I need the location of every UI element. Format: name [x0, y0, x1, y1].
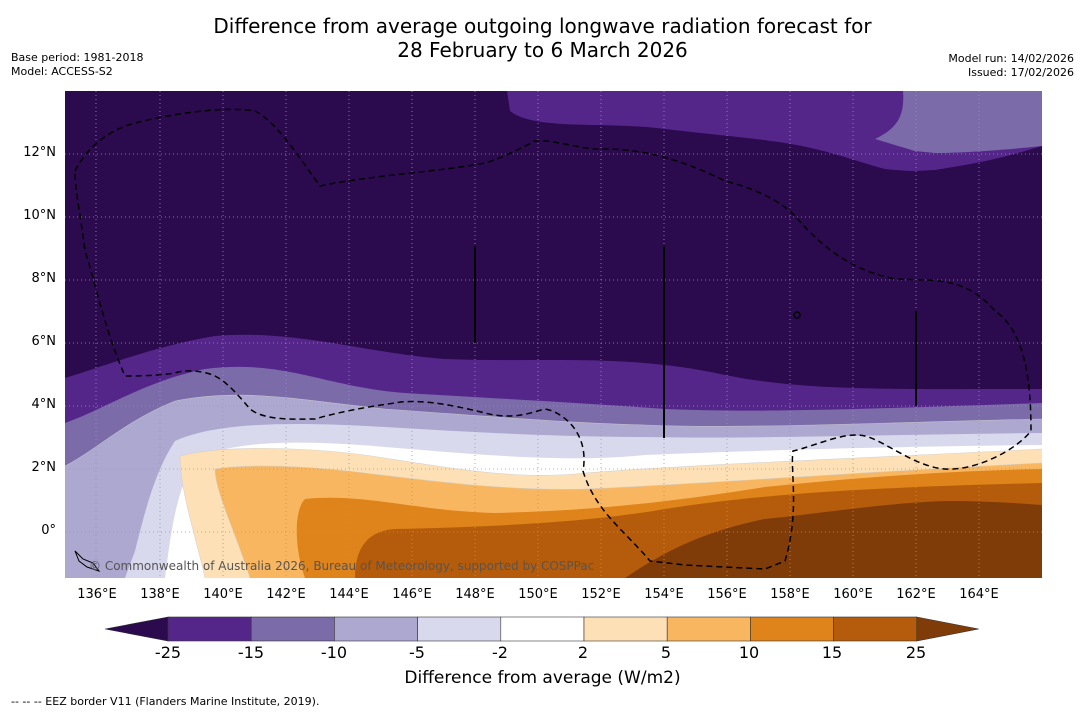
- lat-label-12n: 12°N: [23, 145, 56, 160]
- lat-label-6n: 6°N: [31, 334, 57, 349]
- lon-label-158e: 158°E: [770, 587, 810, 602]
- colorbar-arrow-max: [916, 616, 979, 642]
- colorbar-segment: [250, 616, 335, 642]
- lon-label-148e: 148°E: [455, 587, 495, 602]
- lat-label-4n: 4°N: [31, 397, 57, 412]
- lon-label-146e: 146°E: [392, 587, 432, 602]
- lon-label-138e: 138°E: [140, 587, 180, 602]
- colorbar-tick-minus25: -25: [154, 643, 182, 662]
- lat-label-8n: 8°N: [31, 271, 57, 286]
- band-minus15-to-minus10-north: [875, 91, 1042, 153]
- eez-footnote: -- -- -- EEZ border V11 (Flanders Marine…: [11, 695, 320, 708]
- issued-label: Issued: 17/02/2026: [967, 66, 1074, 79]
- colorbar-segment: [583, 616, 668, 642]
- title-line-1: Difference from average outgoing longwav…: [213, 14, 872, 38]
- colorbar-tick-15: 15: [821, 643, 843, 662]
- title-line-2: 28 February to 6 March 2026: [397, 38, 688, 62]
- colorbar-tick-5: 5: [660, 643, 672, 662]
- colorbar-tick-minus15: -15: [237, 643, 265, 662]
- copyright-notice: © Commonwealth of Australia 2026, Bureau…: [89, 559, 594, 573]
- model-label: Model: ACCESS-S2: [11, 65, 113, 78]
- model-run-label: Model run: 14/02/2026: [948, 52, 1074, 65]
- olr-anomaly-map: © Commonwealth of Australia 2026, Bureau…: [65, 91, 1042, 578]
- colorbar-segment: [417, 616, 502, 642]
- colorbar-title: Difference from average (W/m2): [404, 668, 681, 688]
- chart-title: Difference from average outgoing longwav…: [0, 14, 1085, 62]
- lon-label-152e: 152°E: [581, 587, 621, 602]
- base-period-label: Base period: 1981-2018: [11, 51, 144, 64]
- island-markers: [74, 246, 917, 572]
- colorbar-tick-2: 2: [577, 643, 589, 662]
- colorbar-segment: [167, 616, 252, 642]
- lat-label-0: 0°: [41, 523, 56, 538]
- lon-label-142e: 142°E: [266, 587, 306, 602]
- lon-label-162e: 162°E: [896, 587, 936, 602]
- lat-label-10n: 10°N: [23, 208, 56, 223]
- colorbar-segment: [666, 616, 751, 642]
- lon-label-136e: 136°E: [77, 587, 117, 602]
- colorbar-tick-minus5: -5: [409, 643, 425, 662]
- band-above-25: [625, 501, 1042, 578]
- lon-label-150e: 150°E: [518, 587, 558, 602]
- meta-left: Base period: 1981-2018 Model: ACCESS-S2: [11, 51, 143, 79]
- lat-label-2n: 2°N: [31, 460, 57, 475]
- lon-label-154e: 154°E: [644, 587, 684, 602]
- colorbar-segment: [833, 616, 918, 642]
- lon-label-144e: 144°E: [329, 587, 369, 602]
- eez-border: [74, 108, 1032, 570]
- colorbar-tick-10: 10: [738, 643, 760, 662]
- colorbar-tick-minus10: -10: [320, 643, 348, 662]
- colorbar-arrow-min: [105, 616, 169, 642]
- colorbar-tick-minus2: -2: [492, 643, 508, 662]
- lon-label-164e: 164°E: [959, 587, 999, 602]
- colorbar-segment: [500, 616, 585, 642]
- meta-right: Model run: 14/02/2026 Issued: 17/02/2026: [948, 52, 1074, 80]
- colorbar-tick-25: 25: [905, 643, 927, 662]
- colorbar: [105, 616, 979, 642]
- lon-label-160e: 160°E: [833, 587, 873, 602]
- lon-label-156e: 156°E: [707, 587, 747, 602]
- graticule: [65, 91, 1042, 578]
- lon-label-140e: 140°E: [203, 587, 243, 602]
- contour-lines: [65, 394, 1042, 578]
- colorbar-segment: [750, 616, 834, 642]
- colorbar-segment: [334, 616, 418, 642]
